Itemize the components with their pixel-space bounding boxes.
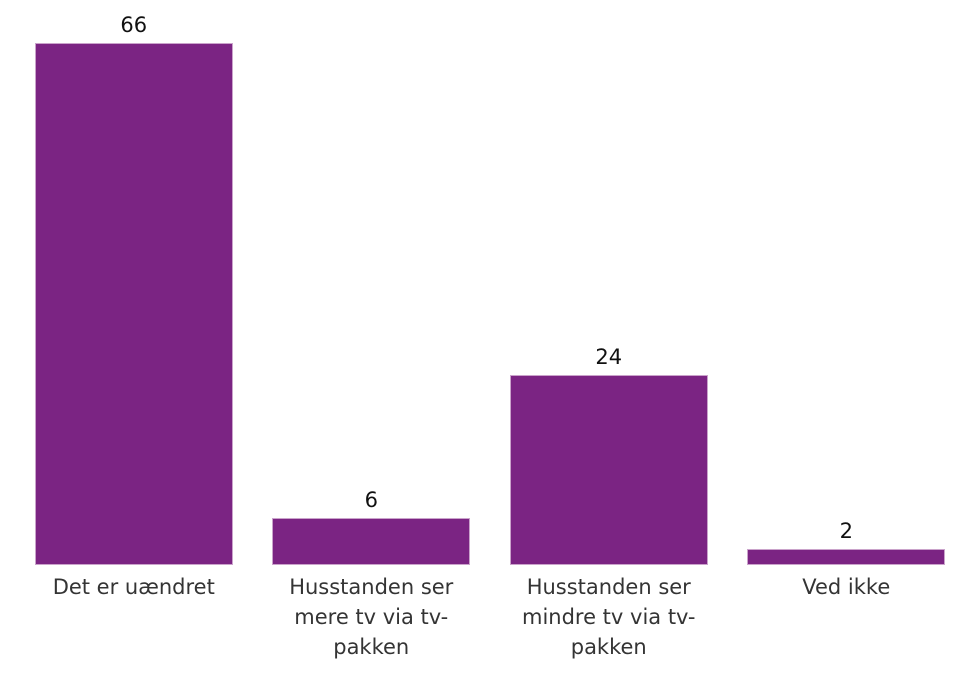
bar-column: 2	[728, 0, 966, 565]
x-axis-category: Det er uændret	[15, 565, 253, 662]
x-axis-category: Ved ikke	[728, 565, 966, 662]
x-axis-category-label: Husstanden ser mindre tv via tv-pakken	[521, 575, 696, 659]
bar-value-label: 24	[595, 345, 623, 369]
x-axis-category-label: Husstanden ser mere tv via tv-pakken	[289, 575, 454, 659]
x-axis-category-label: Det er uændret	[52, 575, 215, 599]
bar-value-label: 6	[364, 488, 378, 512]
x-axis-category: Husstanden ser mindre tv via tv-pakken	[490, 565, 728, 662]
bar	[34, 43, 233, 565]
bar	[747, 549, 946, 565]
x-axis-category-label: Ved ikke	[802, 575, 891, 599]
bar-column: 6	[253, 0, 491, 565]
x-axis-labels: Det er uændret Husstanden ser mere tv via…	[15, 565, 965, 662]
bar-column: 24	[490, 0, 728, 565]
plot-area: 66 6 24 2	[15, 0, 965, 565]
bar-value-label: 66	[120, 13, 148, 37]
bar-column: 66	[15, 0, 253, 565]
bar-value-label: 2	[839, 519, 853, 543]
bar	[509, 375, 708, 565]
bar	[272, 518, 471, 565]
x-axis-category: Husstanden ser mere tv via tv-pakken	[253, 565, 491, 662]
